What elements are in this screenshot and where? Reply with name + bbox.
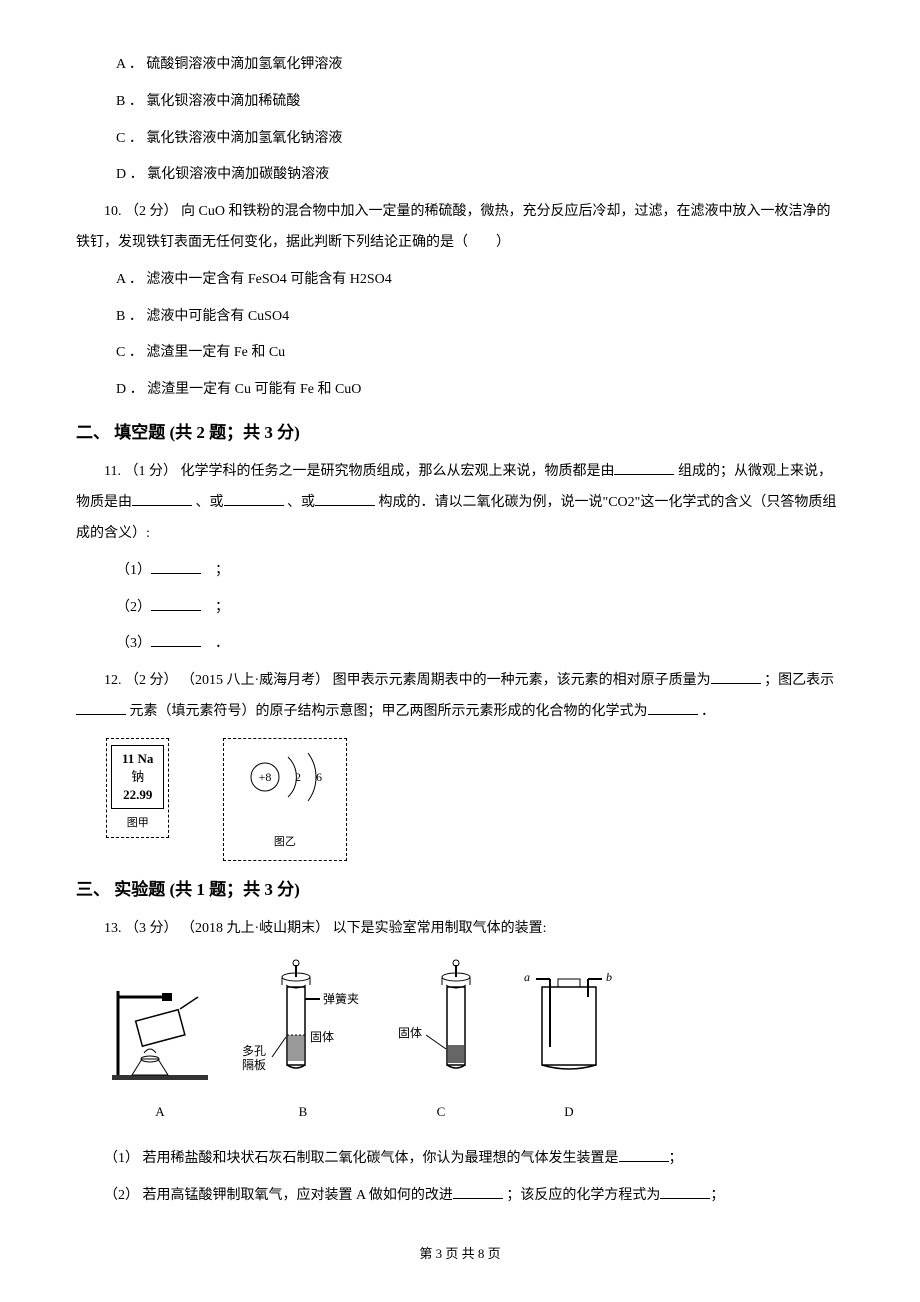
q11-blank4 [315, 492, 375, 506]
q11-blank2 [132, 492, 192, 506]
q12-stem: 12. （2 分） （2015 八上·威海月考） 图甲表示元素周期表中的一种元素… [76, 666, 844, 728]
q11-sub3-label: （3） [116, 636, 151, 651]
q9-option-c: C ． 氯化铁溶液中滴加氢氧化钠溶液 [76, 124, 844, 155]
apparatus-d-label: D [514, 1098, 624, 1127]
q11-sub1-blank [151, 560, 201, 574]
q11-blank1 [614, 461, 674, 475]
q12-figure-row: 11 Na 钠 22.99 图甲 +8 2 6 图乙 [106, 738, 844, 861]
svg-text:多孔: 多孔 [242, 1044, 266, 1058]
apparatus-a-icon [110, 967, 210, 1087]
q12-element-num: 11 Na [122, 750, 153, 768]
apparatus-a: A [110, 967, 210, 1126]
svg-text:a: a [524, 970, 530, 984]
q10-option-c: C ． 滤渣里一定有 Fe 和 Cu [76, 338, 844, 369]
apparatus-a-label: A [110, 1098, 210, 1127]
q11-sub2-label: （2） [116, 600, 151, 615]
q13-sub2-p1: （2） 若用高锰酸钾制取氧气，应对装置 A 做如何的改进 [104, 1188, 453, 1203]
q9-option-b: B ． 氯化钡溶液中滴加稀硫酸 [76, 87, 844, 118]
q12-element-name: 钠 [122, 768, 153, 786]
q10-stem: 10. （2 分） 向 CuO 和铁粉的混合物中加入一定量的稀硫酸，微热，充分反… [76, 197, 844, 259]
q11-sub2-end: ； [215, 600, 229, 615]
atom-structure-icon: +8 2 6 [230, 745, 340, 815]
q12-figure-jia: 11 Na 钠 22.99 图甲 [106, 738, 169, 839]
q13-sub1-p1: （1） 若用稀盐酸和块状石灰石制取二氧化碳气体，你认为最理想的气体发生装置是 [104, 1151, 619, 1166]
apparatus-d-icon: a b [514, 957, 624, 1087]
q13-apparatus-row: A 弹簧夹 固体 多孔 隔板 B [110, 957, 844, 1126]
q12-blank3 [648, 701, 698, 715]
q12-nucleus-text: +8 [259, 770, 272, 784]
q12-shell2-text: 6 [316, 770, 322, 784]
q10-option-d: D ． 滤渣里一定有 Cu 可能有 Fe 和 CuO [76, 375, 844, 406]
apparatus-c: 固体 C [396, 957, 486, 1126]
svg-text:固体: 固体 [310, 1030, 334, 1044]
q13-sub2-blank2 [660, 1185, 710, 1199]
q11-stem-p3: 、或 [196, 495, 224, 510]
q12-fig2-label: 图乙 [230, 830, 340, 854]
q13-sub1: （1） 若用稀盐酸和块状石灰石制取二氧化碳气体，你认为最理想的气体发生装置是 ； [76, 1144, 844, 1175]
q10-option-a: A ． 滤液中一定含有 FeSO4 可能含有 H2SO4 [76, 265, 844, 296]
q12-stem-p4: ． [701, 704, 715, 719]
q13-sub2-p3: ； [710, 1188, 724, 1203]
q11-sub2: （2） ； [76, 593, 844, 624]
section2-heading: 二、 填空题 (共 2 题；共 3 分) [76, 414, 844, 451]
q11-sub1-end: ； [215, 563, 229, 578]
q11-sub3: （3） ． [76, 629, 844, 660]
apparatus-c-icon: 固体 [396, 957, 486, 1087]
q12-fig1-label: 图甲 [111, 811, 164, 835]
q12-figure-yi: +8 2 6 图乙 [223, 738, 347, 861]
q11-stem-p1: 11. （1 分） 化学学科的任务之一是研究物质组成，那么从宏观上来说，物质都是… [104, 464, 614, 479]
q9-option-d: D ． 氯化钡溶液中滴加碳酸钠溶液 [76, 160, 844, 191]
apparatus-b: 弹簧夹 固体 多孔 隔板 B [238, 957, 368, 1126]
svg-text:固体: 固体 [398, 1026, 422, 1040]
section3-heading: 三、 实验题 (共 1 题；共 3 分) [76, 871, 844, 908]
q12-blank1 [711, 670, 761, 684]
q11-sub3-blank [151, 633, 201, 647]
page-footer: 第 3 页 共 8 页 [76, 1240, 844, 1269]
q11-sub3-end: ． [215, 636, 229, 651]
q11-stem-p4: 、或 [287, 495, 315, 510]
q11-sub2-blank [151, 597, 201, 611]
apparatus-c-label: C [396, 1098, 486, 1127]
q12-element-cell: 11 Na 钠 22.99 [111, 745, 164, 810]
q12-stem-p2: ；图乙表示 [764, 673, 834, 688]
q13-sub2: （2） 若用高锰酸钾制取氧气，应对装置 A 做如何的改进 ；该反应的化学方程式为… [76, 1181, 844, 1212]
q11-blank3 [224, 492, 284, 506]
svg-text:弹簧夹: 弹簧夹 [323, 991, 359, 1006]
q11-sub1: （1） ； [76, 556, 844, 587]
q12-element-mass: 22.99 [122, 786, 153, 804]
q10-option-b: B ． 滤液中可能含有 CuSO4 [76, 302, 844, 333]
q12-stem-p3: 元素（填元素符号）的原子结构示意图；甲乙两图所示元素形成的化合物的化学式为 [130, 704, 648, 719]
svg-text:b: b [606, 970, 612, 984]
q11-stem: 11. （1 分） 化学学科的任务之一是研究物质组成，那么从宏观上来说，物质都是… [76, 457, 844, 549]
q13-sub1-p2: ； [669, 1151, 683, 1166]
apparatus-b-icon: 弹簧夹 固体 多孔 隔板 [238, 957, 368, 1087]
apparatus-d: a b D [514, 957, 624, 1126]
q12-blank2 [76, 701, 126, 715]
svg-text:隔板: 隔板 [242, 1058, 266, 1072]
q12-shell1-text: 2 [295, 770, 301, 784]
q13-stem: 13. （3 分） （2018 九上·岐山期末） 以下是实验室常用制取气体的装置… [76, 914, 844, 945]
q12-stem-p1: 12. （2 分） （2015 八上·威海月考） 图甲表示元素周期表中的一种元素… [104, 673, 711, 688]
q9-option-a: A ． 硫酸铜溶液中滴加氢氧化钾溶液 [76, 50, 844, 81]
q11-sub1-label: （1） [116, 563, 151, 578]
q13-sub2-p2: ；该反应的化学方程式为 [506, 1188, 660, 1203]
apparatus-b-label: B [238, 1098, 368, 1127]
q13-sub2-blank1 [453, 1185, 503, 1199]
q13-sub1-blank [619, 1148, 669, 1162]
